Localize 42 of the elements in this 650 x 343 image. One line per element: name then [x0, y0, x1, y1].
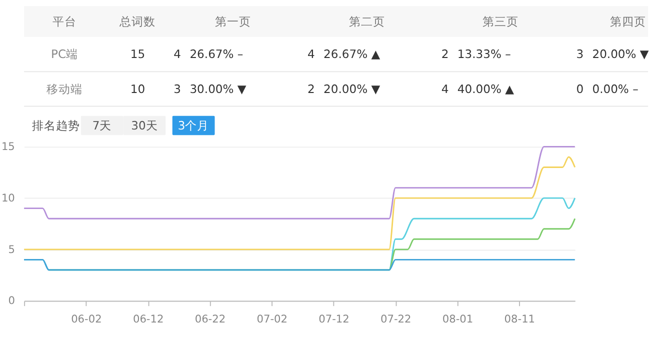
x-tick-label: 08-01: [442, 313, 474, 326]
text: 30天: [131, 118, 158, 132]
text: 移动端: [46, 82, 83, 96]
text: 2: [441, 47, 449, 62]
y-tick-label: 10: [1, 192, 16, 204]
x-tick-label: 06-12: [132, 313, 164, 326]
text: 7天: [92, 118, 112, 132]
text: 总词数: [118, 14, 156, 28]
text: 20.00% ▼: [592, 47, 649, 62]
text: 26.67% –: [190, 47, 244, 62]
x-tick-label: 06-02: [71, 313, 102, 326]
text: 排名趋势: [32, 118, 80, 132]
text: 第三页: [482, 14, 519, 28]
text: 第四页: [610, 14, 646, 28]
text: 3个月: [178, 118, 210, 132]
y-tick-label: 15: [1, 141, 15, 154]
text: 平台: [52, 14, 77, 28]
x-tick-label: 06-22: [194, 313, 226, 326]
x-tick-label: 07-02: [256, 313, 288, 326]
x-tick-label: 08-11: [504, 313, 536, 326]
y-tick-label: 5: [8, 244, 15, 256]
text: 0.00% –: [592, 82, 639, 96]
x-tick-label: 07-22: [380, 313, 412, 326]
x-tick-label: 07-12: [318, 313, 350, 326]
text: 2: [308, 82, 315, 96]
text: 26.67% ▲: [324, 47, 380, 62]
text: 30.00% ▼: [190, 82, 246, 96]
y-tick-label: 0: [8, 295, 16, 308]
text: 4: [441, 82, 449, 96]
text: 20.00% ▼: [324, 82, 380, 96]
text: 第二页: [348, 14, 385, 28]
text: 第一页: [215, 14, 252, 28]
text: 10: [130, 82, 146, 96]
text: 0: [576, 82, 584, 96]
text: PC端: [51, 47, 78, 62]
text: 4: [174, 47, 182, 62]
text: 40.00% ▲: [457, 82, 514, 96]
text: 3: [576, 47, 584, 62]
text: 13.33% –: [457, 47, 512, 62]
text: 15: [130, 47, 146, 62]
text: 3: [174, 82, 182, 96]
text: 4: [308, 47, 315, 62]
